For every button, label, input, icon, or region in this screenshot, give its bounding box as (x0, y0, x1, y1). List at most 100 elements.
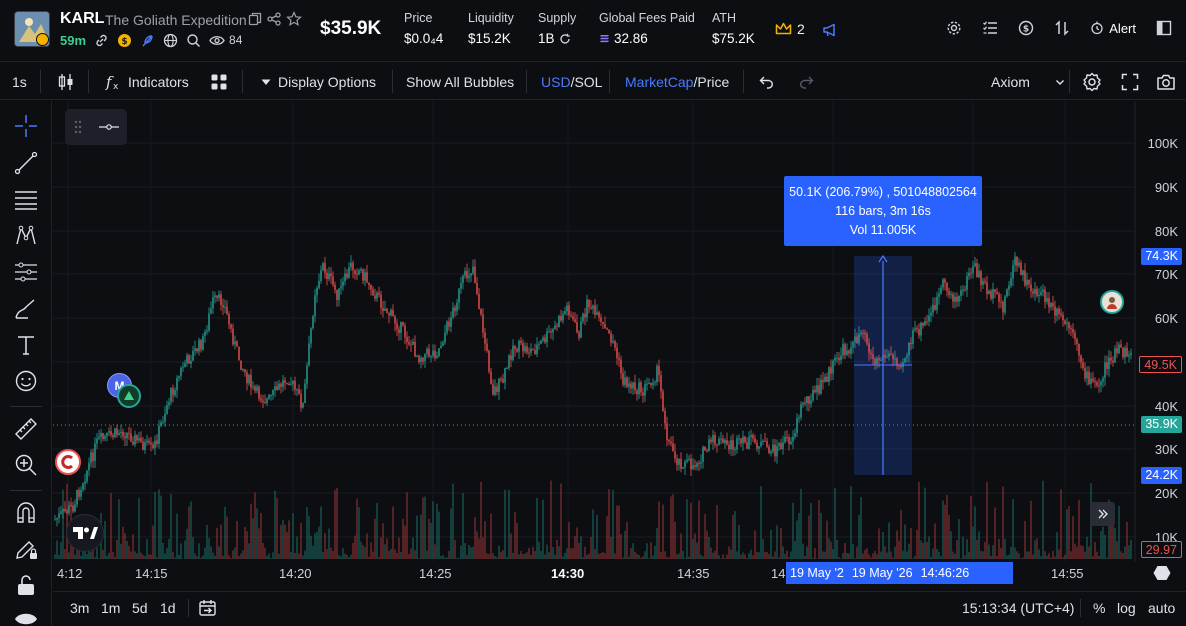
visibility-tool[interactable] (13, 606, 39, 626)
volume-bar (1054, 556, 1056, 559)
lock-tool[interactable] (13, 572, 39, 598)
drag-handle-icon[interactable] (73, 119, 83, 135)
volume-bar (250, 503, 252, 559)
fullscreen-button[interactable] (1121, 63, 1139, 100)
swap-icon[interactable] (1054, 20, 1070, 36)
volume-bar (242, 550, 244, 559)
candle-body (760, 441, 762, 447)
volume-bar (662, 504, 664, 559)
trader-bubble-avatar[interactable] (1100, 290, 1124, 314)
price-chart[interactable] (53, 101, 1186, 591)
globe-icon[interactable] (163, 33, 178, 48)
display-options-button[interactable]: Display Options (260, 63, 376, 100)
chart-settings-button[interactable] (1082, 63, 1102, 100)
log-scale-toggle[interactable]: log (1117, 600, 1136, 616)
undo-button[interactable] (759, 63, 776, 100)
horizontal-ray-icon[interactable] (98, 122, 120, 132)
candle-body (254, 386, 256, 391)
brush-tool[interactable] (13, 296, 39, 322)
candle-body (1096, 382, 1098, 386)
volume-bar (556, 539, 558, 559)
volume-bar (388, 550, 390, 559)
templates-button[interactable] (210, 63, 228, 100)
settings-icon[interactable] (946, 20, 962, 36)
trader-bubble-frog[interactable] (117, 384, 141, 408)
star-icon[interactable] (286, 11, 302, 27)
trader-bubble-creator[interactable] (55, 449, 81, 475)
candle-body (688, 458, 690, 460)
search-icon[interactable] (186, 33, 201, 48)
feather-icon[interactable] (140, 33, 155, 48)
candle-body (650, 382, 652, 386)
crown-badge[interactable]: 2 (775, 21, 805, 37)
emoji-tool[interactable] (13, 368, 39, 394)
show-bubbles-button[interactable]: Show All Bubbles (406, 73, 515, 90)
candle-body (934, 304, 936, 310)
volume-bar (464, 543, 466, 559)
candle-body (1092, 378, 1094, 381)
token-name: The Goliath Expedition (105, 12, 247, 28)
clock-timezone[interactable]: 15:13:34 (UTC+4) (962, 600, 1075, 616)
volume-bar (676, 554, 678, 559)
volume-bar (430, 522, 432, 559)
volume-bar (142, 554, 144, 559)
copy-icon[interactable] (248, 12, 262, 26)
volume-bar (826, 520, 828, 559)
hexagon-settings-icon[interactable] (1153, 565, 1171, 581)
volume-bar (86, 553, 88, 559)
stay-in-drawing-tool[interactable] (13, 536, 39, 562)
fib-tool[interactable] (13, 187, 39, 213)
currency-toggle[interactable]: USD / SOL (541, 63, 602, 100)
volume-bar (964, 555, 966, 559)
measure-tool[interactable] (13, 416, 39, 442)
refresh-icon[interactable] (559, 33, 571, 45)
token-avatar[interactable] (14, 11, 50, 47)
chart-area[interactable]: 50.1K (206.79%) , 501048802564 116 bars,… (53, 101, 1186, 591)
volume-bar (172, 551, 174, 559)
volume-bar (1026, 551, 1028, 559)
candle-style-button[interactable] (57, 63, 75, 100)
screenshot-button[interactable] (1156, 63, 1176, 100)
currency-icon[interactable]: $ (1018, 20, 1034, 36)
interval-button[interactable]: 1s (12, 73, 27, 90)
candle-body (572, 316, 574, 320)
scroll-to-realtime-button[interactable] (1090, 502, 1115, 526)
floating-drawing-panel[interactable] (65, 109, 127, 145)
alert-button[interactable]: Alert (1090, 21, 1136, 36)
candle-body (112, 435, 114, 437)
auto-scale-toggle[interactable]: auto (1148, 600, 1176, 616)
volume-bar (310, 535, 312, 559)
announce-button[interactable] (822, 22, 838, 41)
range-1m-button[interactable]: 1m (101, 600, 121, 616)
crosshair-tool[interactable] (13, 113, 39, 139)
range-5d-button[interactable]: 5d (132, 600, 148, 616)
candle-body (1004, 296, 1006, 313)
zoom-tool[interactable] (13, 452, 39, 478)
percent-scale-toggle[interactable]: % (1093, 600, 1106, 616)
text-tool[interactable] (13, 332, 39, 358)
candle-body (842, 344, 844, 356)
range-3m-button[interactable]: 3m (70, 600, 90, 616)
volume-bar (1116, 541, 1118, 559)
range-1d-button[interactable]: 1d (160, 600, 176, 616)
list-icon[interactable] (982, 20, 998, 36)
metric-toggle[interactable]: MarketCap / Price (625, 63, 729, 100)
link-icon[interactable] (94, 33, 109, 48)
tradingview-logo[interactable] (66, 514, 104, 552)
pattern-tool[interactable] (13, 223, 39, 249)
trendline-tool[interactable] (13, 150, 39, 176)
go-to-date-button[interactable] (198, 592, 218, 624)
share-icon[interactable] (267, 12, 281, 26)
source-select[interactable]: Axiom (991, 63, 1066, 100)
candle-body (370, 285, 372, 290)
layout-panel-icon[interactable] (1156, 20, 1172, 36)
magnet-tool[interactable] (13, 500, 39, 526)
redo-button[interactable] (797, 63, 814, 100)
candle-body (982, 280, 984, 285)
coin-icon[interactable]: $ (117, 33, 132, 48)
candle-body (336, 289, 338, 300)
candle-body (266, 398, 268, 403)
projection-tool[interactable] (13, 259, 39, 285)
volume-bar (164, 553, 166, 559)
